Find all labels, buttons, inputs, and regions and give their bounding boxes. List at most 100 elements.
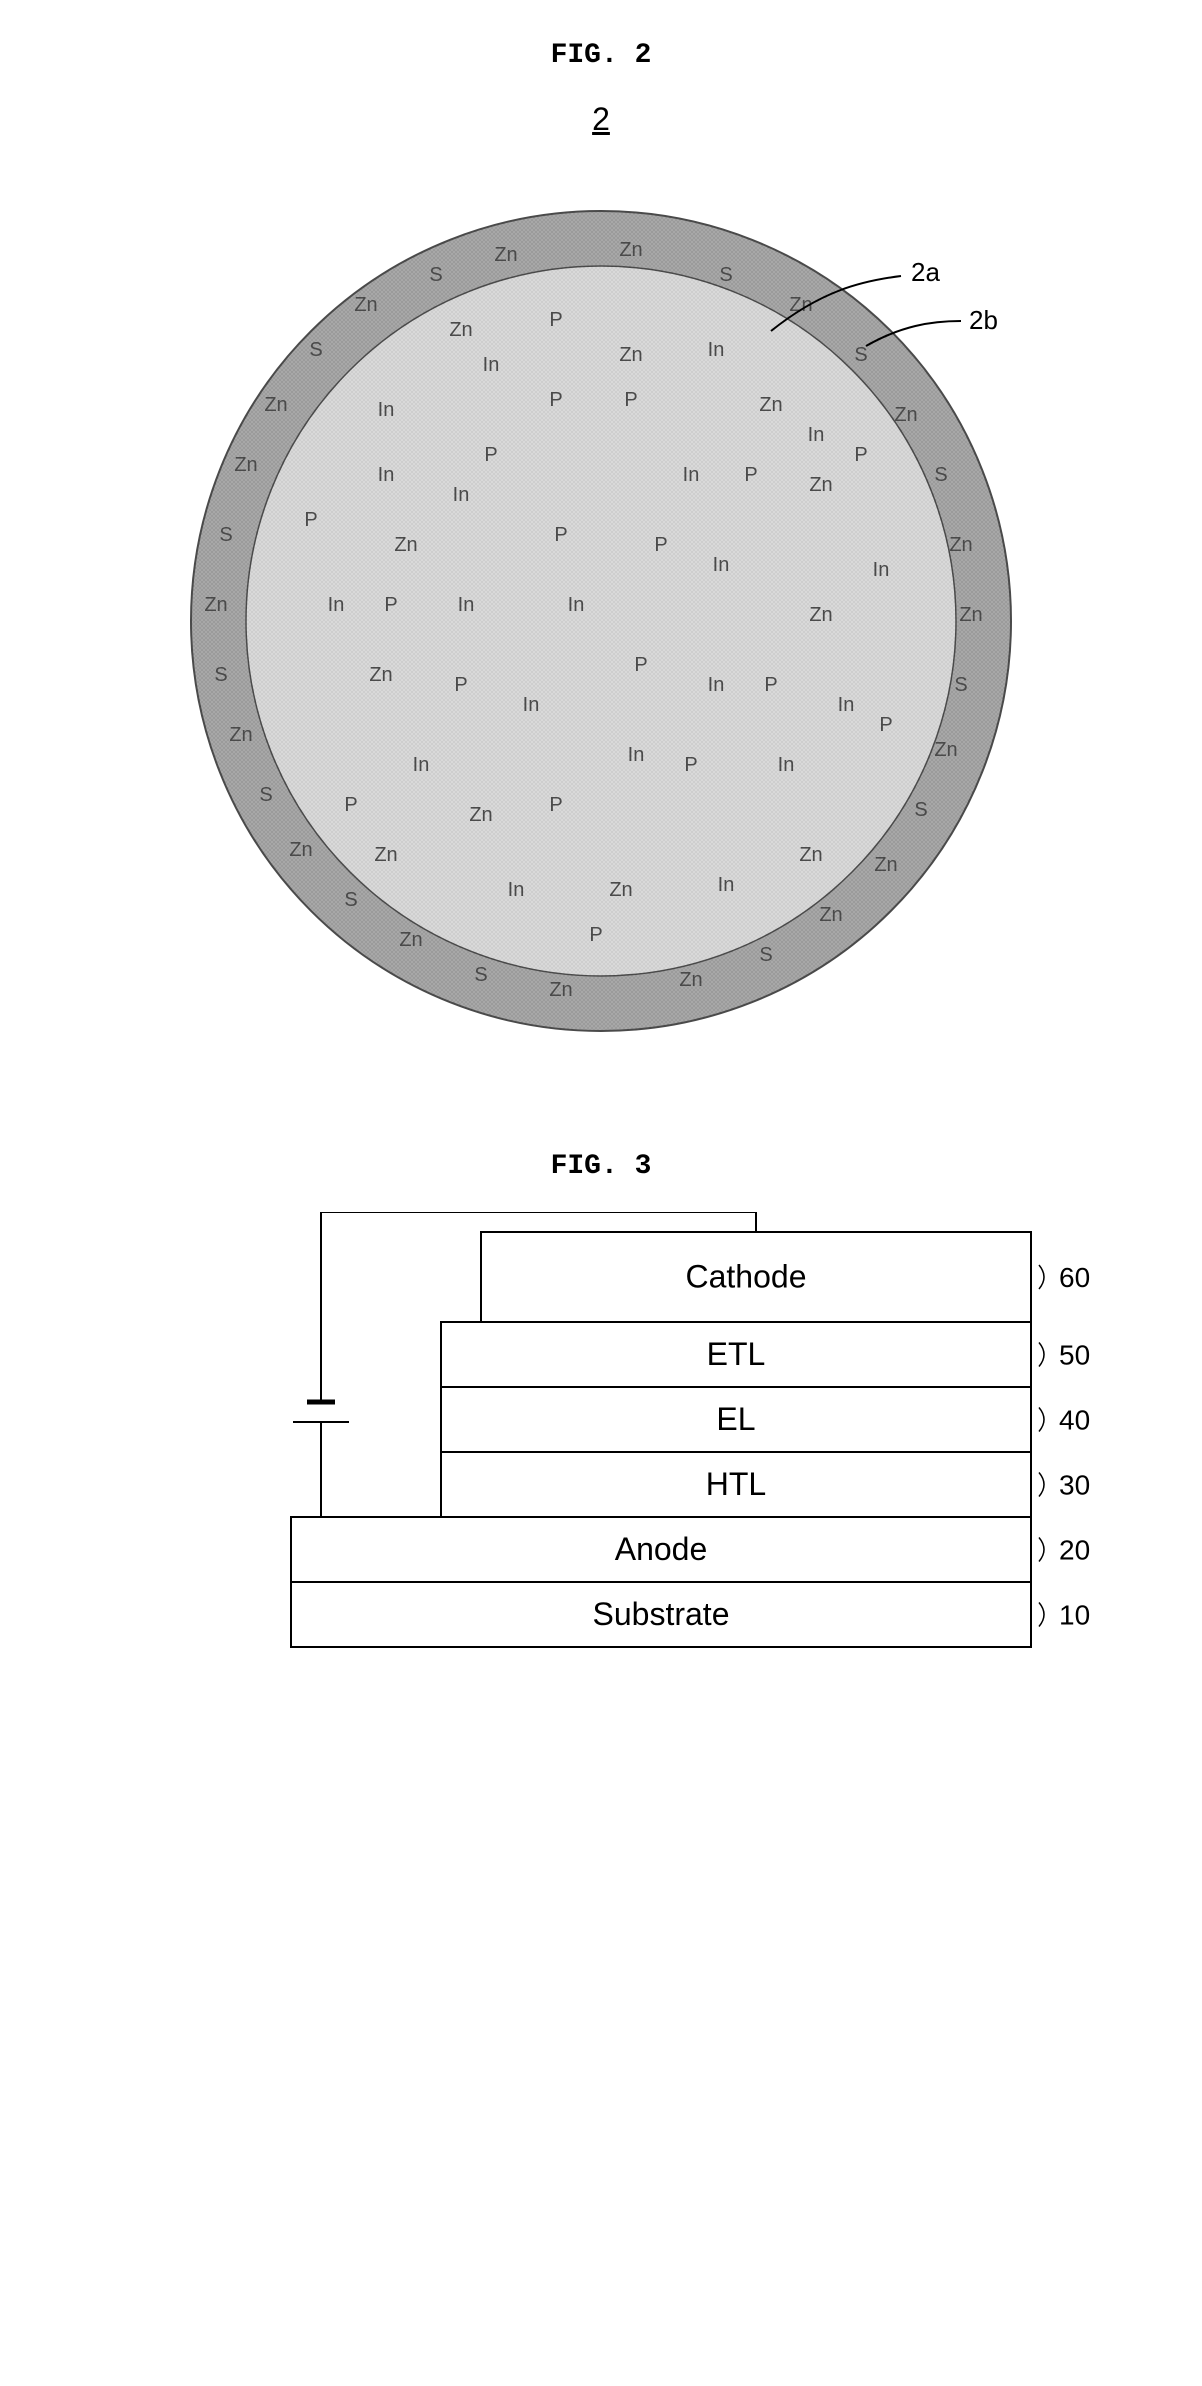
refnum-30: 30 [1059, 1470, 1090, 1501]
atom-s: S [259, 784, 272, 806]
atom-zn: Zn [354, 294, 377, 316]
atom-p: P [589, 924, 602, 946]
atom-p: P [549, 309, 562, 331]
atom-p: P [384, 594, 397, 616]
atom-in: In [523, 694, 540, 716]
atom-p: P [654, 534, 667, 556]
atom-in: In [713, 554, 730, 576]
atom-s: S [759, 944, 772, 966]
atom-p: P [624, 389, 637, 411]
atom-zn: Zn [369, 664, 392, 686]
atom-zn: Zn [934, 739, 957, 761]
bracket-30 [1039, 1473, 1044, 1497]
atom-in: In [483, 354, 500, 376]
atom-zn: Zn [619, 344, 642, 366]
atom-p: P [634, 654, 647, 676]
atom-p: P [454, 674, 467, 696]
atom-p: P [744, 464, 757, 486]
atom-s: S [954, 674, 967, 696]
atom-in: In [458, 594, 475, 616]
fig3-container: Cathode60ETL50EL40HTL30Anode20Substrate1… [151, 1212, 1051, 1732]
atom-p: P [854, 444, 867, 466]
atom-p: P [549, 389, 562, 411]
layer-label-el: EL [716, 1401, 755, 1437]
atom-zn: Zn [399, 929, 422, 951]
atom-s: S [214, 664, 227, 686]
refnum-40: 40 [1059, 1405, 1090, 1436]
atom-zn: Zn [874, 854, 897, 876]
callout-2a: 2a [911, 257, 940, 287]
atom-s: S [719, 264, 732, 286]
atom-zn: Zn [799, 844, 822, 866]
layer-label-etl: ETL [707, 1336, 766, 1372]
atom-in: In [628, 744, 645, 766]
atom-p: P [764, 674, 777, 696]
atom-in: In [683, 464, 700, 486]
callout-2b: 2b [969, 305, 998, 335]
fig2-container: 2 S Zn Zn S Zn Zn S S Zn Zn Zn S S Zn Zn Zn S S Zn Zn S S Zn Zn… [151, 101, 1051, 1071]
refnum-20: 20 [1059, 1535, 1090, 1566]
atom-in: In [778, 754, 795, 776]
atom-in: In [453, 484, 470, 506]
atom-p: P [484, 444, 497, 466]
atom-in: In [568, 594, 585, 616]
atom-p: P [304, 509, 317, 531]
atom-zn: Zn [234, 454, 257, 476]
atom-zn: Zn [394, 534, 417, 556]
atom-zn: Zn [959, 604, 982, 626]
bracket-50 [1039, 1343, 1044, 1367]
atom-zn: Zn [949, 534, 972, 556]
atom-zn: Zn [809, 474, 832, 496]
bracket-10 [1039, 1603, 1044, 1627]
atom-s: S [934, 464, 947, 486]
atom-s: S [474, 964, 487, 986]
atom-in: In [508, 879, 525, 901]
layer-label-substrate: Substrate [593, 1596, 730, 1632]
fig3-label: FIG. 3 [20, 1151, 1182, 1182]
atom-zn: Zn [894, 404, 917, 426]
atom-zn: Zn [204, 594, 227, 616]
bracket-40 [1039, 1408, 1044, 1432]
atom-in: In [718, 874, 735, 896]
atom-p: P [549, 794, 562, 816]
atom-zn: Zn [619, 239, 642, 261]
fig2-particle-diagram: S Zn Zn S Zn Zn S S Zn Zn Zn S S Zn Zn Zn S S Zn Zn S S Zn Zn S Z… [161, 181, 1041, 1061]
layer-label-cathode: Cathode [686, 1258, 807, 1294]
atom-s: S [429, 264, 442, 286]
atom-s: S [854, 344, 867, 366]
atom-in: In [873, 559, 890, 581]
atom-zn: Zn [494, 244, 517, 266]
atom-p: P [344, 794, 357, 816]
bracket-20 [1039, 1538, 1044, 1562]
atom-in: In [413, 754, 430, 776]
atom-in: In [838, 694, 855, 716]
refnum-60: 60 [1059, 1262, 1090, 1293]
atom-zn: Zn [819, 904, 842, 926]
atom-zn: Zn [264, 394, 287, 416]
atom-in: In [378, 464, 395, 486]
fig2-particle-number: 2 [592, 101, 610, 138]
atom-zn: Zn [374, 844, 397, 866]
core-circle [246, 266, 956, 976]
layer-label-anode: Anode [615, 1531, 708, 1567]
atom-p: P [879, 714, 892, 736]
fig2-label: FIG. 2 [20, 40, 1182, 71]
atom-zn: Zn [679, 969, 702, 991]
atom-zn: Zn [809, 604, 832, 626]
atom-zn: Zn [469, 804, 492, 826]
atom-zn: Zn [549, 979, 572, 1001]
atom-in: In [808, 424, 825, 446]
atom-p: P [554, 524, 567, 546]
atom-zn: Zn [289, 839, 312, 861]
atom-s: S [344, 889, 357, 911]
fig3-device-stack: Cathode60ETL50EL40HTL30Anode20Substrate1… [151, 1212, 1151, 1692]
atom-s: S [914, 799, 927, 821]
bracket-60 [1039, 1265, 1044, 1289]
atom-in: In [378, 399, 395, 421]
atom-p: P [684, 754, 697, 776]
atom-zn: Zn [609, 879, 632, 901]
refnum-10: 10 [1059, 1600, 1090, 1631]
atom-zn: Zn [229, 724, 252, 746]
atom-zn: Zn [449, 319, 472, 341]
atom-zn: Zn [759, 394, 782, 416]
